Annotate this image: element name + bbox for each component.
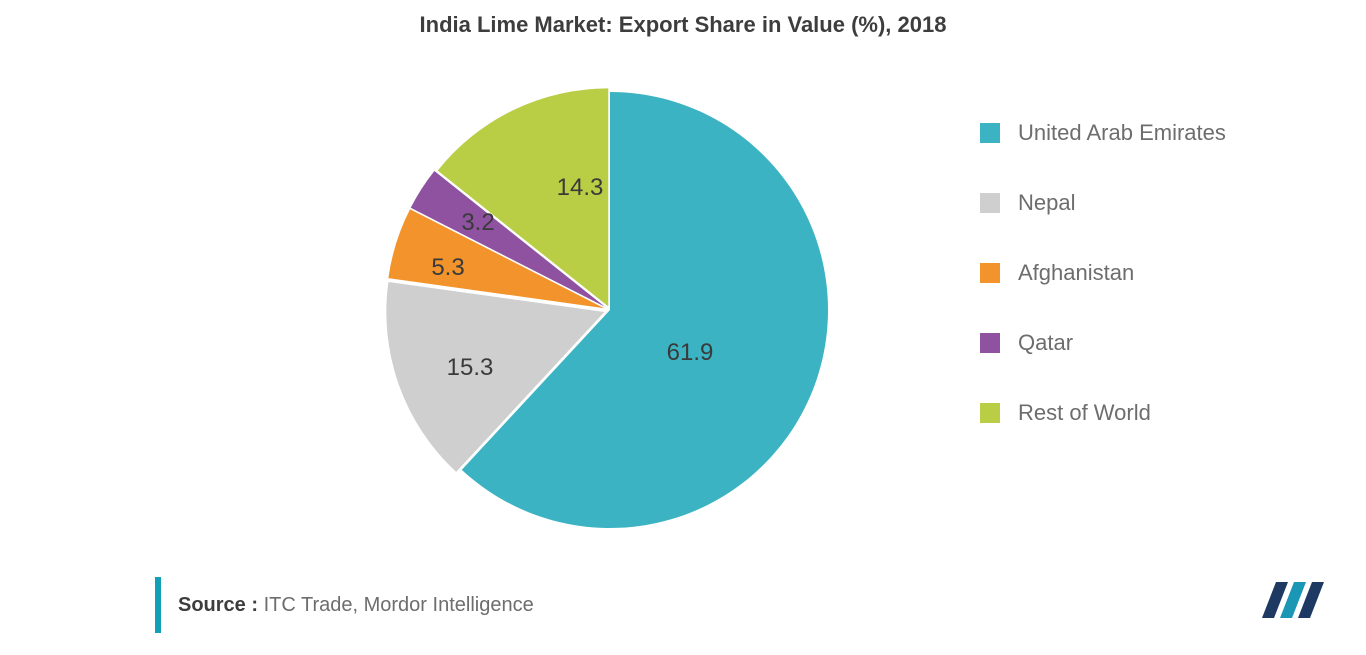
legend-item: Qatar (980, 330, 1226, 356)
legend-label: Qatar (1018, 330, 1073, 356)
source-line: Source : ITC Trade, Mordor Intelligence (178, 594, 534, 617)
chart-legend: United Arab Emirates Nepal Afghanistan Qata… (980, 120, 1226, 470)
legend-label: Rest of World (1018, 400, 1151, 426)
chart-container: India Lime Market: Export Share in Value… (0, 0, 1366, 655)
pie-data-label: 61.9 (667, 339, 714, 366)
legend-swatch (980, 263, 1000, 283)
legend-swatch (980, 193, 1000, 213)
legend-swatch (980, 123, 1000, 143)
pie-data-label: 5.3 (431, 254, 464, 281)
legend-item: Nepal (980, 190, 1226, 216)
legend-item: United Arab Emirates (980, 120, 1226, 146)
legend-swatch (980, 403, 1000, 423)
legend-label: Nepal (1018, 190, 1075, 216)
pie-data-label: 14.3 (557, 174, 604, 201)
legend-swatch (980, 333, 1000, 353)
legend-label: Afghanistan (1018, 260, 1134, 286)
legend-label: United Arab Emirates (1018, 120, 1226, 146)
pie-data-label: 3.2 (461, 209, 494, 236)
pie-chart: 61.9 15.3 5.3 3.2 14.3 (380, 80, 840, 540)
source-rule (155, 577, 161, 633)
source-text: ITC Trade, Mordor Intelligence (258, 594, 534, 616)
chart-title: India Lime Market: Export Share in Value… (0, 12, 1366, 38)
source-label: Source : (178, 594, 258, 616)
legend-item: Afghanistan (980, 260, 1226, 286)
mordor-logo-icon (1258, 574, 1336, 627)
legend-item: Rest of World (980, 400, 1226, 426)
pie-data-label: 15.3 (447, 354, 494, 381)
